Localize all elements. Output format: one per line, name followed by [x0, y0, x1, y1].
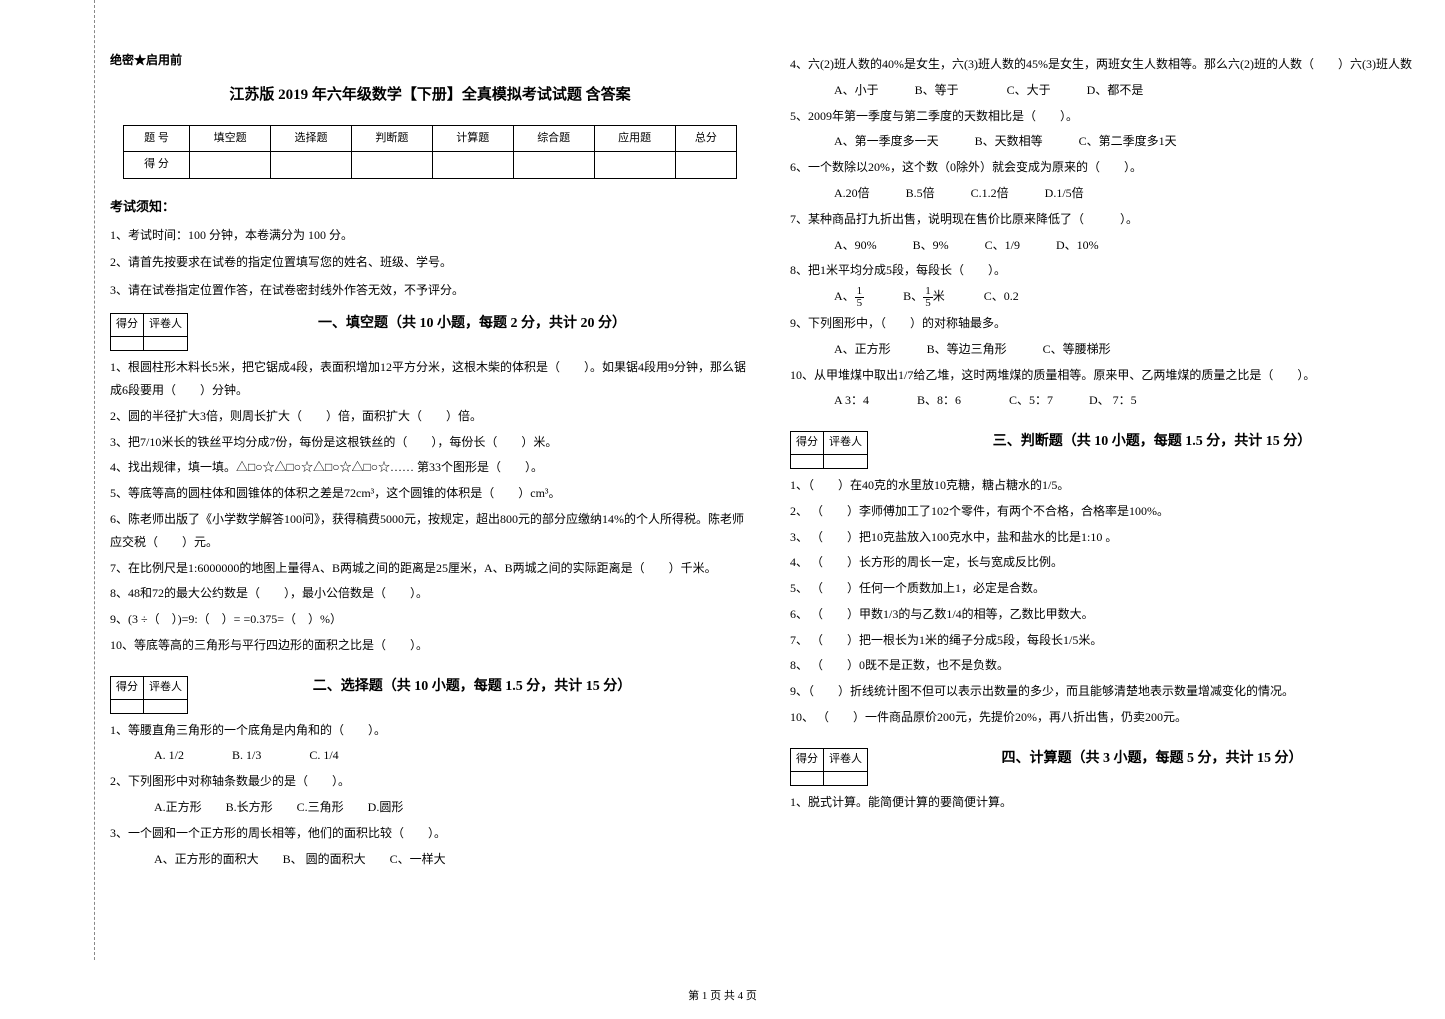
options: A 3：4 B、8：6 C、5：7 D、 7：5	[790, 389, 1430, 412]
scorer-label: 得分	[791, 432, 824, 455]
part-title: 三、判断题（共 10 小题，每题 1.5 分，共计 15 分）	[874, 429, 1430, 454]
score-header: 综合题	[513, 125, 594, 152]
scorer-block: 得分评卷人 三、判断题（共 10 小题，每题 1.5 分，共计 15 分）	[790, 425, 1430, 471]
scorer-block: 得分评卷人 四、计算题（共 3 小题，每题 5 分，共计 15 分）	[790, 742, 1430, 788]
question: 9、（ ）折线统计图不但可以表示出数量的多少，而且能够清楚地表示数量增减变化的情…	[790, 680, 1430, 703]
options: A、正方形 B、等边三角形 C、等腰梯形	[790, 338, 1430, 361]
notice-block: 1、考试时间：100 分钟，本卷满分为 100 分。 2、请首先按要求在试卷的指…	[110, 225, 750, 302]
score-header: 总分	[675, 125, 737, 152]
question: 7、 （ ）把一根长为1米的绳子分成5段，每段长1/5米。	[790, 629, 1430, 652]
part4-list: 1、脱式计算。能简便计算的要简便计算。	[790, 791, 1430, 814]
question: 2、圆的半径扩大3倍，则周长扩大（ ）倍，面积扩大（ ）倍。	[110, 405, 750, 428]
question: 5、等底等高的圆柱体和圆锥体的体积之差是72cm³，这个圆锥的体积是（ ）cm³…	[110, 482, 750, 505]
question: 4、 （ ）长方形的周长一定，长与宽成反比例。	[790, 551, 1430, 574]
scorer-block: 得分评卷人 一、填空题（共 10 小题，每题 2 分，共计 20 分）	[110, 307, 750, 353]
options: A、正方形的面积大 B、 圆的面积大 C、一样大	[110, 848, 750, 871]
question: 5、 （ ）任何一个质数加上1，必定是合数。	[790, 577, 1430, 600]
question: 7、在比例尺是1:6000000的地图上量得A、B两城之间的距离是25厘米，A、…	[110, 557, 750, 580]
question: 1、根圆柱形木料长5米，把它锯成4段，表面积增加12平方分米，这根木柴的体积是（…	[110, 356, 750, 402]
notice-heading: 考试须知：	[110, 195, 750, 218]
scorer-table: 得分评卷人	[110, 313, 188, 351]
left-column: 绝密★启用前 江苏版 2019 年六年级数学【下册】全真模拟考试试题 含答案 题…	[110, 50, 750, 873]
question: 1、等腰直角三角形的一个底角是内角和的（ ）。	[110, 719, 750, 742]
part2-left: 1、等腰直角三角形的一个底角是内角和的（ ）。 A. 1/2 B. 1/3 C.…	[110, 719, 750, 871]
options: A. 1/2 B. 1/3 C. 1/4	[110, 744, 750, 767]
page-body: 绝密★启用前 江苏版 2019 年六年级数学【下册】全真模拟考试试题 含答案 题…	[110, 50, 1430, 873]
score-header: 选择题	[271, 125, 352, 152]
question: 5、2009年第一季度与第二季度的天数相比是（ ）。	[790, 105, 1430, 128]
notice-line: 2、请首先按要求在试卷的指定位置填写您的姓名、班级、学号。	[110, 252, 750, 274]
table-row: 题 号 填空题 选择题 判断题 计算题 综合题 应用题 总分	[123, 125, 736, 152]
scorer-label: 得分	[791, 748, 824, 771]
score-header: 计算题	[432, 125, 513, 152]
part-title: 二、选择题（共 10 小题，每题 1.5 分，共计 15 分）	[194, 674, 750, 699]
right-column: 4、六(2)班人数的40%是女生，六(3)班人数的45%是女生，两班女生人数相等…	[790, 50, 1430, 873]
q8-options: A、15 B、15米 C、0.2	[790, 285, 1430, 309]
page-footer: 第 1 页 共 4 页	[0, 987, 1445, 1007]
binding-margin: 学号 姓名 班级 学校 乡镇（街道）	[0, 0, 95, 960]
question: 6、一个数除以20%，这个数（0除外）就会变成为原来的（ ）。	[790, 156, 1430, 179]
question: 4、找出规律，填一填。△□○☆△□○☆△□○☆△□○☆…… 第33个图形是（ ）…	[110, 456, 750, 479]
question: 8、把1米平均分成5段，每段长（ ）。	[790, 259, 1430, 282]
table-row: 得 分	[123, 152, 736, 179]
score-header: 填空题	[190, 125, 271, 152]
part2-right: 4、六(2)班人数的40%是女生，六(3)班人数的45%是女生，两班女生人数相等…	[790, 53, 1430, 412]
score-header: 应用题	[594, 125, 675, 152]
question: 7、某种商品打九折出售，说明现在售价比原来降低了（ ）。	[790, 208, 1430, 231]
score-row-label: 得 分	[123, 152, 189, 179]
scorer-label: 评卷人	[824, 748, 868, 771]
scorer-table: 得分评卷人	[790, 748, 868, 786]
question: 3、把7/10米长的铁丝平均分成7份，每份是这根铁丝的（ ），每份长（ ）米。	[110, 431, 750, 454]
question: 9、下列图形中，（ ）的对称轴最多。	[790, 312, 1430, 335]
part-title: 一、填空题（共 10 小题，每题 2 分，共计 20 分）	[194, 311, 750, 336]
question: 1、（ ）在40克的水里放10克糖，糖占糖水的1/5。	[790, 474, 1430, 497]
question: 8、48和72的最大公约数是（ ），最小公倍数是（ ）。	[110, 582, 750, 605]
options: A.正方形 B.长方形 C.三角形 D.圆形	[110, 796, 750, 819]
question: 6、陈老师出版了《小学数学解答100问》，获得稿费5000元，按规定，超出800…	[110, 508, 750, 554]
options: A、第一季度多一天 B、天数相等 C、第二季度多1天	[790, 130, 1430, 153]
options: A.20倍 B.5倍 C.1.2倍 D.1/5倍	[790, 182, 1430, 205]
scorer-label: 得分	[111, 676, 144, 699]
question: 3、 （ ）把10克盐放入100克水中，盐和盐水的比是1:10 。	[790, 526, 1430, 549]
question: 9、(3 ÷（ ）)=9:（ ）= =0.375=（ ）%）	[110, 608, 750, 631]
score-header: 题 号	[123, 125, 189, 152]
question: 1、脱式计算。能简便计算的要简便计算。	[790, 791, 1430, 814]
options: A、小于 B、等于 C、大于 D、都不是	[790, 79, 1430, 102]
score-table: 题 号 填空题 选择题 判断题 计算题 综合题 应用题 总分 得 分	[123, 125, 737, 180]
question: 3、一个圆和一个正方形的周长相等，他们的面积比较（ ）。	[110, 822, 750, 845]
part-title: 四、计算题（共 3 小题，每题 5 分，共计 15 分）	[874, 746, 1430, 771]
scorer-label: 评卷人	[144, 676, 188, 699]
scorer-label: 评卷人	[824, 432, 868, 455]
part1-list: 1、根圆柱形木料长5米，把它锯成4段，表面积增加12平方分米，这根木柴的体积是（…	[110, 356, 750, 657]
part3-list: 1、（ ）在40克的水里放10克糖，糖占糖水的1/5。 2、 （ ）李师傅加工了…	[790, 474, 1430, 729]
question: 2、下列图形中对称轴条数最少的是（ ）。	[110, 770, 750, 793]
question: 10、 （ ）一件商品原价200元，先提价20%，再八折出售，仍卖200元。	[790, 706, 1430, 729]
secret-label: 绝密★启用前	[110, 50, 750, 72]
notice-line: 1、考试时间：100 分钟，本卷满分为 100 分。	[110, 225, 750, 247]
scorer-label: 得分	[111, 314, 144, 337]
options: A、90% B、9% C、1/9 D、10%	[790, 234, 1430, 257]
scorer-table: 得分评卷人	[790, 431, 868, 469]
scorer-table: 得分评卷人	[110, 676, 188, 714]
question: 8、 （ ）0既不是正数，也不是负数。	[790, 654, 1430, 677]
notice-line: 3、请在试卷指定位置作答，在试卷密封线外作答无效，不予评分。	[110, 280, 750, 302]
exam-title: 江苏版 2019 年六年级数学【下册】全真模拟考试试题 含答案	[110, 82, 750, 109]
scorer-block: 得分评卷人 二、选择题（共 10 小题，每题 1.5 分，共计 15 分）	[110, 670, 750, 716]
question: 4、六(2)班人数的40%是女生，六(3)班人数的45%是女生，两班女生人数相等…	[790, 53, 1430, 76]
scorer-label: 评卷人	[144, 314, 188, 337]
question: 10、从甲堆煤中取出1/7给乙堆，这时两堆煤的质量相等。原来甲、乙两堆煤的质量之…	[790, 364, 1430, 387]
score-header: 判断题	[351, 125, 432, 152]
question: 2、 （ ）李师傅加工了102个零件，有两个不合格，合格率是100%。	[790, 500, 1430, 523]
question: 10、等底等高的三角形与平行四边形的面积之比是（ ）。	[110, 634, 750, 657]
question: 6、 （ ）甲数1/3的与乙数1/4的相等，乙数比甲数大。	[790, 603, 1430, 626]
